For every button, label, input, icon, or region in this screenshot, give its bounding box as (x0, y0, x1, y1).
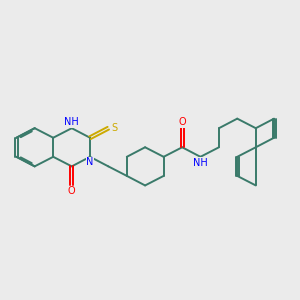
Text: O: O (178, 117, 186, 127)
Text: NH: NH (64, 117, 79, 127)
Text: NH: NH (193, 158, 208, 168)
Text: O: O (68, 186, 76, 197)
Text: N: N (86, 157, 94, 167)
Text: S: S (111, 123, 117, 133)
